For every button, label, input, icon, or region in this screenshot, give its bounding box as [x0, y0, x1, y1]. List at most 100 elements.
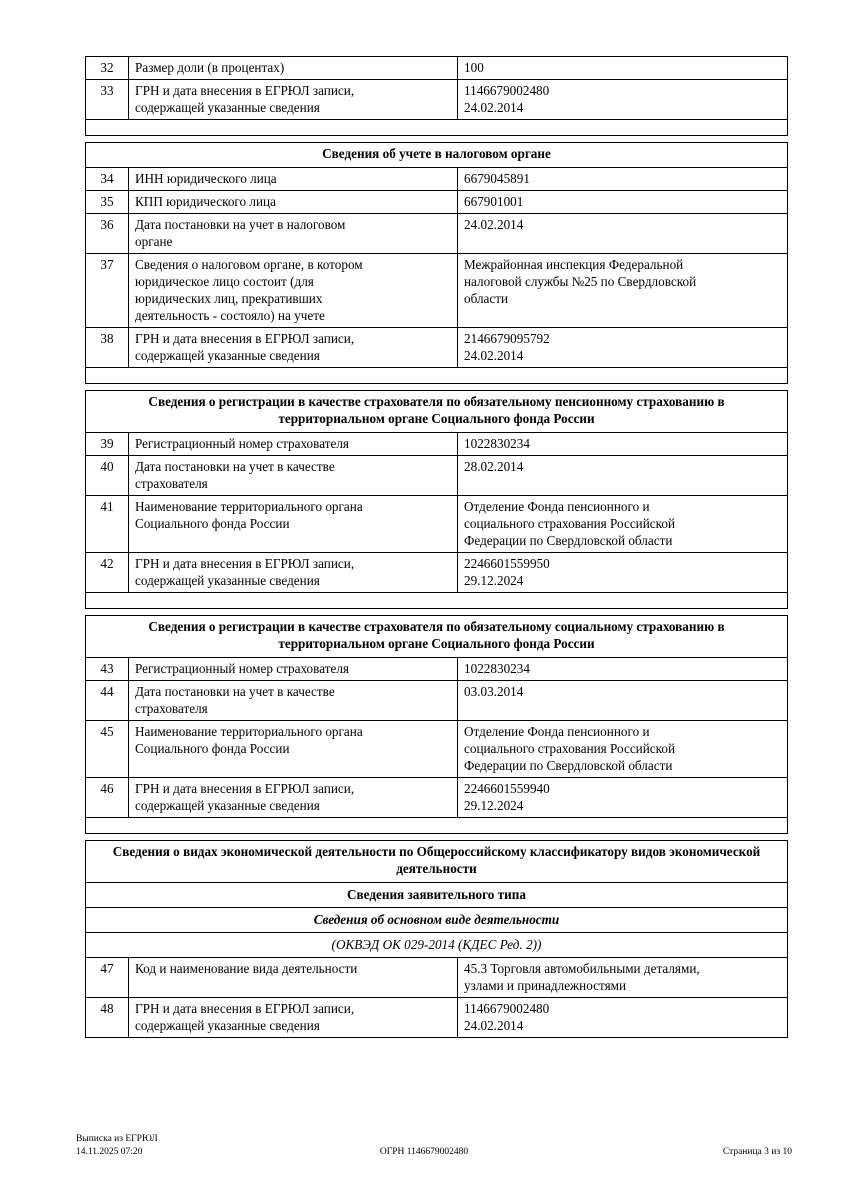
row-label: Наименование территориального органа Соц… [128, 495, 458, 554]
row-value: 6679045891 [457, 166, 788, 192]
row-label: Регистрационный номер страхователя [128, 657, 458, 682]
footer-page-number: Страница 3 из 10 [722, 1147, 792, 1157]
row-number: 47 [85, 957, 129, 999]
row-label: Сведения о налоговом органе, в котором ю… [128, 253, 458, 329]
gap-cell [86, 136, 788, 143]
section-title: Сведения о видах экономической деятельно… [85, 840, 788, 884]
table-row: 48 ГРН и дата внесения в ЕГРЮЛ записи, с… [85, 997, 788, 1039]
row-value: 03.03.2014 [457, 680, 788, 722]
row-label: КПП юридического лица [128, 190, 458, 215]
table-row: 46 ГРН и дата внесения в ЕГРЮЛ записи, с… [85, 777, 788, 819]
row-value: 100 [457, 55, 788, 81]
section-gap-row [86, 384, 788, 391]
row-number: 44 [85, 680, 129, 722]
table-row: 44 Дата постановки на учет в качестве ст… [85, 680, 788, 722]
row-label: ГРН и дата внесения в ЕГРЮЛ записи, соде… [128, 997, 458, 1039]
section-gap-row [86, 609, 788, 616]
subsection-header-row-classifier: (ОКВЭД ОК 029-2014 (КДЕС Ред. 2)) [85, 932, 788, 959]
gap-cell [86, 384, 788, 391]
row-value: Межрайонная инспекция Федеральной налого… [457, 253, 788, 329]
table-row: 37 Сведения о налоговом органе, в которо… [85, 253, 788, 329]
subsection-title: Сведения об основном виде деятельности [85, 907, 788, 934]
row-value: 28.02.2014 [457, 455, 788, 497]
row-label: Дата постановки на учет в налоговом орга… [128, 213, 458, 255]
row-value: 2246601559950 29.12.2024 [457, 552, 788, 594]
table-row: 38 ГРН и дата внесения в ЕГРЮЛ записи, с… [85, 327, 788, 369]
row-value: Отделение Фонда пенсионного и социальног… [457, 720, 788, 779]
row-label: Наименование территориального органа Соц… [128, 720, 458, 779]
row-number: 32 [85, 55, 129, 81]
row-number: 46 [85, 777, 129, 819]
table-row: 39 Регистрационный номер страхователя 10… [85, 432, 788, 457]
table-row: 45 Наименование территориального органа … [85, 720, 788, 779]
gap-cell [86, 834, 788, 841]
row-number: 41 [85, 495, 129, 554]
row-label: Регистрационный номер страхователя [128, 432, 458, 457]
row-label: ГРН и дата внесения в ЕГРЮЛ записи, соде… [128, 552, 458, 594]
row-number: 34 [85, 166, 129, 192]
row-value: 1022830234 [457, 657, 788, 682]
row-label: ГРН и дата внесения в ЕГРЮЛ записи, соде… [128, 777, 458, 819]
row-value: 45.3 Торговля автомобильными деталями, у… [457, 957, 788, 999]
section-title: Сведения о регистрации в качестве страхо… [85, 390, 788, 434]
table-row: 43 Регистрационный номер страхователя 10… [85, 657, 788, 682]
row-number: 48 [85, 997, 129, 1039]
section-spacer-row [85, 592, 788, 610]
section-title: Сведения о регистрации в качестве страхо… [85, 615, 788, 659]
table-row: 42 ГРН и дата внесения в ЕГРЮЛ записи, с… [85, 552, 788, 594]
row-label: Дата постановки на учет в качестве страх… [128, 455, 458, 497]
row-value: 2246601559940 29.12.2024 [457, 777, 788, 819]
row-number: 38 [85, 327, 129, 369]
table-row: 36 Дата постановки на учет в налоговом о… [85, 213, 788, 255]
section-header-row-okved: Сведения о видах экономической деятельно… [85, 840, 788, 884]
subsection-header-row-declarative: Сведения заявительного типа [85, 882, 788, 909]
row-number: 37 [85, 253, 129, 329]
section-spacer-row [85, 367, 788, 385]
classifier-label: (ОКВЭД ОК 029-2014 (КДЕС Ред. 2)) [85, 932, 788, 959]
table-row: 34 ИНН юридического лица 6679045891 [85, 166, 788, 192]
row-number: 43 [85, 657, 129, 682]
row-number: 45 [85, 720, 129, 779]
spacer-cell [85, 367, 788, 385]
table-row: 40 Дата постановки на учет в качестве ст… [85, 455, 788, 497]
subsection-title: Сведения заявительного типа [85, 882, 788, 909]
section-spacer-row [85, 119, 788, 137]
page-footer: Выписка из ЕГРЮЛ 14.11.2025 07:20 ОГРН 1… [0, 1133, 848, 1173]
row-label: ГРН и дата внесения в ЕГРЮЛ записи, соде… [128, 327, 458, 369]
row-label: ГРН и дата внесения в ЕГРЮЛ записи, соде… [128, 79, 458, 121]
row-value: Отделение Фонда пенсионного и социальног… [457, 495, 788, 554]
spacer-cell [85, 592, 788, 610]
table-row: 41 Наименование территориального органа … [85, 495, 788, 554]
footer-document-info: Выписка из ЕГРЮЛ 14.11.2025 07:20 [76, 1134, 158, 1157]
spacer-cell [85, 119, 788, 137]
row-value: 1146679002480 24.02.2014 [457, 79, 788, 121]
row-value: 24.02.2014 [457, 213, 788, 255]
row-number: 36 [85, 213, 129, 255]
row-number: 33 [85, 79, 129, 121]
section-header-row-pension-insurance: Сведения о регистрации в качестве страхо… [85, 390, 788, 434]
table-row: 32 Размер доли (в процентах) 100 [85, 55, 788, 81]
row-number: 39 [85, 432, 129, 457]
row-value: 1022830234 [457, 432, 788, 457]
section-gap-row [86, 834, 788, 841]
row-label: Код и наименование вида деятельности [128, 957, 458, 999]
table-row: 35 КПП юридического лица 667901001 [85, 190, 788, 215]
table-row: 47 Код и наименование вида деятельности … [85, 957, 788, 999]
row-value: 667901001 [457, 190, 788, 215]
spacer-cell [85, 817, 788, 835]
section-header-row-social-insurance: Сведения о регистрации в качестве страхо… [85, 615, 788, 659]
row-value: 2146679095792 24.02.2014 [457, 327, 788, 369]
row-number: 35 [85, 190, 129, 215]
footer-ogrn: ОГРН 1146679002480 [379, 1147, 469, 1157]
table-row: 33 ГРН и дата внесения в ЕГРЮЛ записи, с… [85, 79, 788, 121]
row-label: ИНН юридического лица [128, 166, 458, 192]
row-value: 1146679002480 24.02.2014 [457, 997, 788, 1039]
gap-cell [86, 609, 788, 616]
row-label: Размер доли (в процентах) [128, 55, 458, 81]
egrul-data-table: 32 Размер доли (в процентах) 100 33 ГРН … [85, 55, 788, 1039]
section-title: Сведения об учете в налоговом органе [85, 142, 788, 168]
section-header-row-tax-authority: Сведения об учете в налоговом органе [85, 142, 788, 168]
row-number: 42 [85, 552, 129, 594]
section-spacer-row [85, 817, 788, 835]
